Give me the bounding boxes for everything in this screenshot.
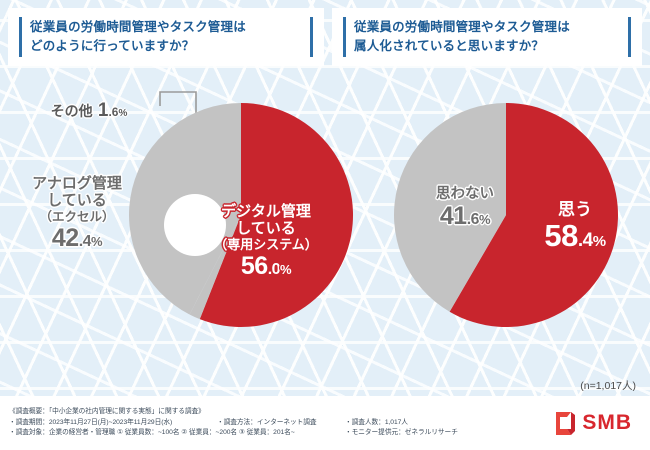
question-title-left-text: 従業員の労働時間管理やタスク管理は どのように行っていますか？	[30, 19, 246, 53]
label-digital: デジタル管理 している （専用システム） 56.0%	[186, 203, 346, 281]
label-other-name: その他	[50, 103, 93, 119]
title-accent-bar-right	[628, 17, 631, 57]
label-other: その他 1.6%	[14, 100, 164, 121]
right-pie-chart	[393, 102, 619, 328]
footer-line-2: ・調査期間：2023年11月27日(月)~2023年11月29日(水) ・調査方法…	[9, 418, 552, 429]
footer: 《調査概要：「中小企業の社内管理に関する実態」に関する調査》 ・調査期間：202…	[0, 396, 650, 450]
label-analog-line3: （エクセル）	[39, 209, 115, 224]
question-title-right-text: 従業員の労働時間管理やタスク管理は 属人化されていると思いますか？	[354, 19, 570, 53]
chart-area: その他 1.6% アナログ管理 している （エクセル） 42.4% デジタル管理…	[0, 72, 650, 372]
label-digital-line2: している	[236, 219, 296, 237]
brand-logo: SMB	[552, 410, 650, 437]
label-yes: 思う 58.4%	[520, 200, 630, 254]
left-pie-svg	[129, 103, 354, 327]
label-no-name: 思わない	[436, 186, 494, 202]
slice-other	[189, 215, 241, 320]
label-analog-value: 42.4%	[51, 223, 103, 252]
title-accent-bar-right	[310, 17, 313, 57]
footer-target: ・調査対象：企業の経営者・管理職 ① 従業員数：~100名 ② 従業員：~200…	[9, 429, 295, 437]
label-no: 思わない 41.6%	[410, 186, 520, 230]
smb-mark-icon	[552, 410, 577, 437]
question-title-left: 従業員の労働時間管理やタスク管理は どのように行っていますか？	[8, 8, 324, 66]
slice-digital	[199, 103, 354, 327]
label-yes-name: 思う	[558, 200, 592, 219]
label-analog: アナログ管理 している （エクセル） 42.4%	[2, 175, 152, 252]
footer-text: 《調査概要：「中小企業の社内管理に関する実態」に関する調査》 ・調査期間：202…	[0, 407, 552, 440]
question-title-right: 従業員の労働時間管理やタスク管理は 属人化されていると思いますか？	[332, 8, 642, 66]
label-other-value: 1.6%	[97, 100, 128, 121]
left-pie-chart	[128, 102, 354, 328]
smb-bracket-icon	[556, 411, 576, 435]
label-analog-line1: アナログ管理	[32, 175, 122, 192]
sample-size-note: (n=1,017人)	[580, 380, 636, 392]
label-digital-line1: デジタル管理	[221, 203, 311, 220]
donut-center-hole	[164, 194, 226, 256]
footer-period: ・調査期間：2023年11月27日(月)~2023年11月29日(水)	[9, 418, 173, 426]
footer-monitor: ・モニター提供元：ゼネラルリサーチ	[345, 429, 458, 437]
smb-logo-text: SMB	[582, 411, 632, 434]
footer-line-1: 《調査概要：「中小企業の社内管理に関する実態」に関する調査》	[9, 407, 205, 415]
label-digital-line3: （専用システム）	[214, 236, 318, 252]
label-no-value: 41.6%	[439, 202, 491, 231]
right-pie-svg	[393, 103, 618, 327]
label-analog-line2: している	[47, 191, 107, 209]
slice-yes	[449, 103, 618, 327]
title-accent-bar-left	[343, 17, 346, 57]
footer-count: ・調査人数：1,017人	[345, 418, 408, 426]
slice-no	[393, 103, 506, 312]
label-yes-value: 58.4%	[544, 218, 606, 254]
footer-method: ・調査方法：インターネット調査	[217, 418, 317, 426]
label-digital-value: 56.0%	[240, 252, 292, 281]
title-accent-bar-left	[19, 17, 22, 57]
title-row: 従業員の労働時間管理やタスク管理は どのように行っていますか？ 従業員の労働時間…	[0, 8, 650, 66]
footer-line-3: ・調査対象：企業の経営者・管理職 ① 従業員数：~100名 ② 従業員：~200…	[9, 428, 552, 439]
